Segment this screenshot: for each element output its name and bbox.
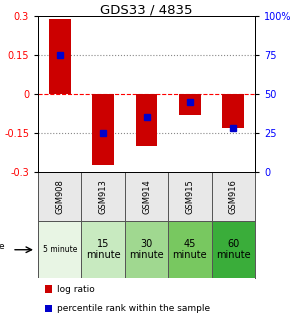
- Bar: [45, 304, 52, 312]
- Text: 45
minute: 45 minute: [173, 239, 207, 260]
- Text: GSM908: GSM908: [55, 179, 64, 214]
- Text: percentile rank within the sample: percentile rank within the sample: [57, 304, 210, 313]
- Bar: [168, 172, 212, 221]
- Text: GSM914: GSM914: [142, 179, 151, 214]
- Text: log ratio: log ratio: [57, 284, 94, 294]
- Text: 15
minute: 15 minute: [86, 239, 120, 260]
- Bar: [125, 172, 168, 221]
- Bar: [45, 285, 52, 293]
- Bar: [49, 19, 71, 94]
- Text: 5 minute: 5 minute: [42, 245, 77, 254]
- Bar: [81, 221, 125, 278]
- Text: GSM915: GSM915: [185, 179, 194, 214]
- Bar: [212, 221, 255, 278]
- Bar: [38, 221, 81, 278]
- Bar: [81, 172, 125, 221]
- Bar: [168, 221, 212, 278]
- Title: GDS33 / 4835: GDS33 / 4835: [100, 3, 193, 16]
- Bar: [212, 172, 255, 221]
- Text: time: time: [0, 242, 6, 251]
- Bar: [179, 94, 201, 115]
- Bar: [136, 94, 157, 146]
- Bar: [38, 172, 81, 221]
- Text: GSM916: GSM916: [229, 179, 238, 214]
- Bar: [92, 94, 114, 165]
- Text: GSM913: GSM913: [99, 179, 108, 214]
- Text: 30
minute: 30 minute: [129, 239, 164, 260]
- Text: 60
minute: 60 minute: [216, 239, 251, 260]
- Bar: [222, 94, 244, 128]
- Bar: [125, 221, 168, 278]
